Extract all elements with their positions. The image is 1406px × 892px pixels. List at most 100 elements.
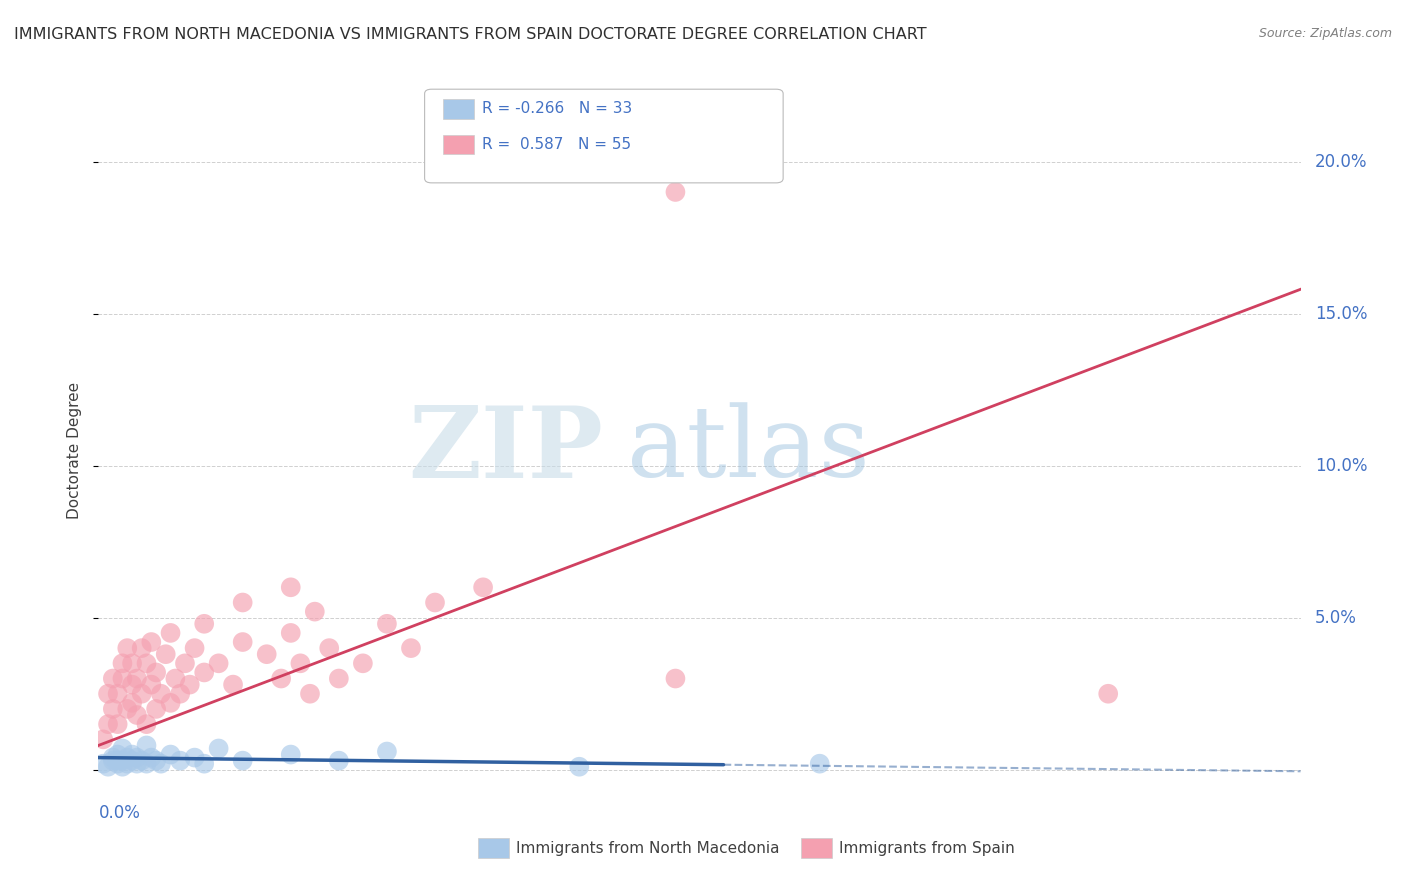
Point [125,672,148,686]
Point [568,760,591,774]
Point [145,665,167,680]
Point [280,747,302,762]
Point [107,754,129,768]
Point [135,756,157,771]
Point [352,657,374,671]
Point [121,696,143,710]
Text: Immigrants from Spain: Immigrants from Spain [839,841,1015,855]
Point [131,687,153,701]
Point [159,696,181,710]
Point [270,672,292,686]
Point [232,595,254,609]
Text: R = -0.266   N = 33: R = -0.266 N = 33 [482,102,633,116]
Point [318,641,340,656]
Point [107,747,129,762]
Point [149,687,172,701]
Point [155,647,177,661]
Point [121,754,143,768]
Point [165,672,187,686]
Point [111,760,134,774]
Point [111,754,134,768]
Point [125,708,148,723]
Point [125,750,148,764]
Point [208,741,231,756]
Point [101,754,124,768]
Point [159,747,181,762]
Text: Source: ZipAtlas.com: Source: ZipAtlas.com [1258,27,1392,40]
Point [328,672,350,686]
Point [1097,687,1119,701]
Point [141,678,163,692]
Point [97,687,120,701]
Point [111,741,134,756]
Text: 15.0%: 15.0% [1315,305,1368,323]
Point [111,672,134,686]
Point [193,756,215,771]
Point [135,717,157,731]
Point [101,750,124,764]
Text: Immigrants from North Macedonia: Immigrants from North Macedonia [516,841,779,855]
Text: ZIP: ZIP [408,402,603,499]
Point [193,665,215,680]
Point [280,580,302,594]
Y-axis label: Doctorate Degree: Doctorate Degree [66,382,82,519]
Point [107,756,129,771]
Point [107,717,129,731]
Text: 10.0%: 10.0% [1315,457,1368,475]
Point [125,756,148,771]
Point [232,635,254,649]
Text: 20.0%: 20.0% [1315,153,1368,170]
Point [280,626,302,640]
Point [183,641,205,656]
Point [101,702,124,716]
Point [399,641,422,656]
Point [135,739,157,753]
Point [169,754,191,768]
Point [664,185,686,199]
Point [145,754,167,768]
Point [808,756,831,771]
Point [111,657,134,671]
Text: atlas: atlas [627,402,870,499]
Point [145,702,167,716]
Point [304,605,326,619]
Point [290,657,312,671]
Text: 5.0%: 5.0% [1315,608,1357,627]
Point [135,657,157,671]
Point [256,647,278,661]
Point [423,595,446,609]
Point [141,635,163,649]
Point [174,657,197,671]
Point [222,678,245,692]
Point [121,657,143,671]
Point [91,732,114,747]
Point [121,678,143,692]
Point [117,750,139,764]
Text: R =  0.587   N = 55: R = 0.587 N = 55 [482,137,631,152]
Point [121,747,143,762]
Point [97,717,120,731]
Point [131,641,153,656]
Point [472,580,495,594]
Point [131,754,153,768]
Point [149,756,172,771]
Point [91,756,114,771]
Point [117,756,139,771]
Point [97,760,120,774]
Point [232,754,254,768]
Point [179,678,201,692]
Point [141,750,163,764]
Point [101,672,124,686]
Point [375,744,398,758]
Point [117,641,139,656]
Point [159,626,181,640]
Point [169,687,191,701]
Point [117,702,139,716]
Text: IMMIGRANTS FROM NORTH MACEDONIA VS IMMIGRANTS FROM SPAIN DOCTORATE DEGREE CORREL: IMMIGRANTS FROM NORTH MACEDONIA VS IMMIG… [14,27,927,42]
Text: 0.0%: 0.0% [98,804,141,822]
Point [208,657,231,671]
Point [328,754,350,768]
Point [193,616,215,631]
Point [375,616,398,631]
Point [298,687,321,701]
